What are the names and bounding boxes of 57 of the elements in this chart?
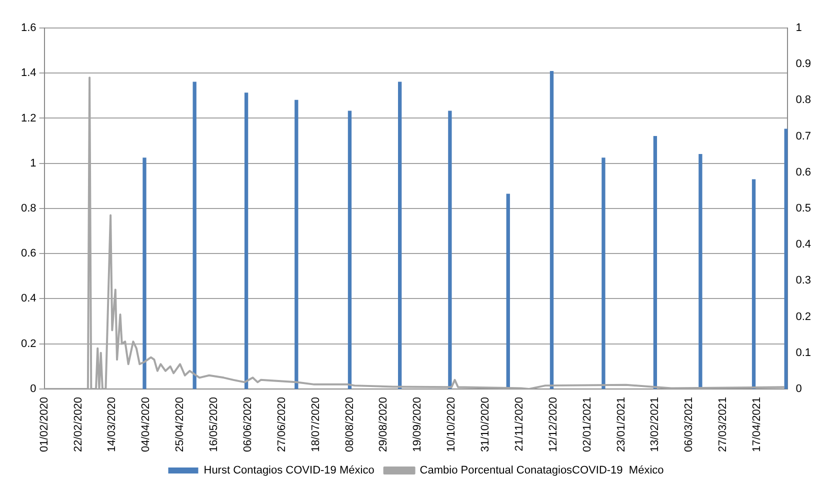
x-tick-label: 19/09/2020 xyxy=(412,396,424,452)
x-tick-label: 27/06/2020 xyxy=(276,396,288,452)
y-tick-label: 1.6 xyxy=(20,22,36,34)
x-tick-label: 02/01/2021 xyxy=(581,396,594,452)
y-tick-label: 1.2 xyxy=(20,112,36,124)
x-tick-label: 27/03/2021 xyxy=(717,396,730,452)
y2-tick-label: 0.8 xyxy=(796,94,812,106)
x-tick-label: 25/04/2020 xyxy=(174,396,186,452)
bar xyxy=(294,100,298,389)
bar xyxy=(192,82,196,389)
bar xyxy=(752,179,756,389)
x-tick-label: 16/05/2020 xyxy=(208,396,220,452)
legend-label: Hurst Contagios COVID-19 México xyxy=(204,464,374,477)
x-tick-label: 22/02/2020 xyxy=(72,396,84,452)
y2-tick-label: 1 xyxy=(796,22,802,34)
x-tick-label: 06/06/2020 xyxy=(242,396,254,452)
x-tick-label: 21/11/2020 xyxy=(513,396,526,452)
y2-tick-label: 0.1 xyxy=(796,346,812,359)
y2-tick-label: 0.4 xyxy=(796,238,812,251)
x-tick-label: 29/08/2020 xyxy=(378,396,390,452)
x-tick-label: 12/12/2020 xyxy=(547,396,560,452)
bar xyxy=(448,110,452,389)
bar xyxy=(698,154,702,389)
y2-tick-label: 0.2 xyxy=(796,310,812,323)
y-tick-label: 0 xyxy=(30,382,36,395)
x-tick-label: 17/04/2021 xyxy=(751,396,764,452)
bar xyxy=(348,110,352,389)
bar xyxy=(602,158,606,389)
y-tick-label: 0.4 xyxy=(20,292,36,305)
y-tick-label: 0.2 xyxy=(20,338,36,350)
bar xyxy=(506,194,510,389)
y-tick-label: 1.4 xyxy=(20,67,36,80)
y2-tick-label: 0.7 xyxy=(796,130,812,142)
x-tick-label: 23/01/2021 xyxy=(615,396,628,452)
bar xyxy=(398,82,402,389)
x-tick-label: 13/02/2021 xyxy=(649,396,662,452)
bar xyxy=(653,136,658,389)
x-tick-label: 01/02/2020 xyxy=(38,396,50,452)
x-tick-label: 06/03/2021 xyxy=(683,396,696,452)
x-tick-label: 08/08/2020 xyxy=(344,396,356,452)
y2-tick-label: 0.6 xyxy=(796,166,812,178)
bar xyxy=(550,70,554,389)
x-tick-label: 04/04/2020 xyxy=(140,396,152,452)
y-tick-label: 0.8 xyxy=(20,202,36,215)
x-tick-label: 18/07/2020 xyxy=(310,396,322,452)
y2-tick-label: 0 xyxy=(796,382,802,395)
y-tick-label: 1 xyxy=(30,157,36,170)
y2-tick-label: 0.3 xyxy=(796,274,812,287)
x-tick-label: 10/10/2020 xyxy=(446,396,458,452)
x-tick-label: 31/10/2020 xyxy=(480,396,492,452)
bar xyxy=(142,158,146,389)
legend-label: Cambio Porcentual ConatagiosCOVID-19 México xyxy=(420,464,664,477)
y2-tick-label: 0.9 xyxy=(796,58,812,70)
y2-tick-label: 0.5 xyxy=(796,202,812,215)
y-tick-label: 0.6 xyxy=(20,248,36,260)
x-tick-label: 14/03/2020 xyxy=(106,396,118,452)
bar xyxy=(244,92,248,389)
